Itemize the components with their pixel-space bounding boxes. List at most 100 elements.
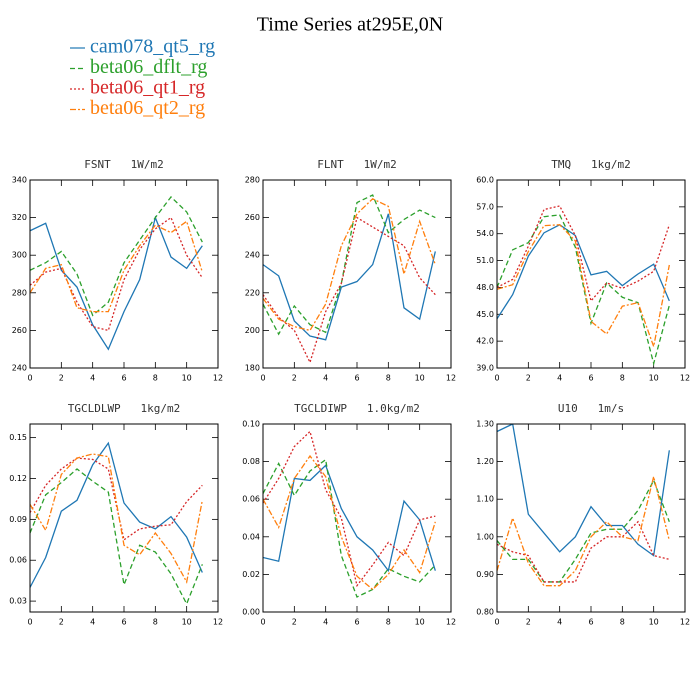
figure-title: Time Series at295E,0N <box>257 14 443 36</box>
y-tick-label: 0.15 <box>9 433 27 442</box>
lines <box>30 441 203 606</box>
series-line <box>263 454 436 591</box>
plot-frame <box>262 179 452 369</box>
y-tick-label: 240 <box>245 251 260 260</box>
y-tick-label: 0.10 <box>242 420 260 429</box>
x-tick-label: 2 <box>292 374 297 383</box>
x-tick-label: 2 <box>59 618 64 627</box>
x-tick-label: 0 <box>27 618 32 627</box>
plot-frame <box>496 423 686 613</box>
x-tick-label: 6 <box>121 374 126 383</box>
y-tick-label: 280 <box>12 288 27 297</box>
x-tick-label: 6 <box>588 618 593 627</box>
plot-frame <box>29 179 219 369</box>
y-tick-label: 280 <box>245 176 260 185</box>
x-tick-label: 6 <box>121 618 126 627</box>
y-tick-label: 0.02 <box>242 570 260 579</box>
panel: U10 1m/s 0.80 0.90 1.00 1.10 1.20 1.30 0 2 4 6 8 10 1… <box>476 402 690 627</box>
y-tick-label: 0.04 <box>242 532 260 541</box>
legend-label: beta06_dflt_rg <box>90 56 207 78</box>
series-line <box>30 441 203 588</box>
x-tick-label: 12 <box>680 374 690 383</box>
x-tick-label: 4 <box>557 374 562 383</box>
lines <box>263 194 436 365</box>
x-tick-label: 6 <box>354 618 359 627</box>
x-tick-label: 10 <box>415 618 425 627</box>
panel: FSNT 1W/m2 240 260 280 300 320 340 0 2 4 6 8 10 12 <box>12 158 223 383</box>
lines <box>497 424 670 587</box>
series-line <box>497 520 670 583</box>
x-tick-label: 0 <box>260 618 265 627</box>
x-tick-label: 10 <box>649 618 659 627</box>
x-tick-label: 2 <box>59 374 64 383</box>
x-tick-label: 0 <box>494 618 499 627</box>
y-tick-label: 0.06 <box>9 556 27 565</box>
y-tick-label: 340 <box>12 176 27 185</box>
series-line <box>30 453 203 584</box>
x-tick-label: 10 <box>182 618 192 627</box>
x-tick-label: 10 <box>415 374 425 383</box>
series-line <box>263 213 436 341</box>
series-line <box>263 216 436 365</box>
y-tick-label: 39.0 <box>476 364 494 373</box>
panel-title: TMQ 1kg/m2 <box>551 158 630 171</box>
panel: TMQ 1kg/m239.042.045.048.051.054.057.060… <box>476 158 690 383</box>
plot-frame <box>262 423 452 613</box>
series-line <box>497 478 670 583</box>
x-tick-label: 4 <box>90 374 95 383</box>
lines <box>497 205 670 367</box>
y-tick-label: 240 <box>12 364 27 373</box>
y-tick-label: 320 <box>12 213 27 222</box>
x-tick-label: 4 <box>323 618 328 627</box>
x-tick-label: 12 <box>213 618 223 627</box>
lines <box>30 195 203 351</box>
x-tick-label: 10 <box>649 374 659 383</box>
y-tick-label: 45.0 <box>476 310 494 319</box>
panel: TGCLDLWP 1kg/m2 0.03 0.06 0.09 0.12 0.15 0 2 4 6 8… <box>9 402 223 627</box>
y-tick-label: 1.20 <box>476 457 494 466</box>
y-tick-label: 0.08 <box>242 457 260 466</box>
series-line <box>263 458 436 598</box>
series-line <box>497 205 670 303</box>
panel-title: FLNT 1W/m2 <box>317 158 396 171</box>
x-tick-label: 4 <box>90 618 95 627</box>
y-tick-label: 180 <box>245 364 260 373</box>
series-line <box>263 430 436 588</box>
y-tick-label: 0.06 <box>242 495 260 504</box>
x-tick-label: 0 <box>494 374 499 383</box>
x-tick-label: 8 <box>386 374 391 383</box>
y-tick-label: 260 <box>12 326 27 335</box>
panel-title: U10 1m/s <box>558 402 624 415</box>
y-tick-label: 200 <box>245 326 260 335</box>
panel-title: TGCLDLWP 1kg/m2 <box>68 402 181 415</box>
x-tick-label: 10 <box>182 374 192 383</box>
y-tick-label: 0.09 <box>9 515 27 524</box>
series-line <box>497 224 670 320</box>
x-tick-label: 6 <box>354 374 359 383</box>
y-tick-label: 0.12 <box>9 474 27 483</box>
x-tick-label: 4 <box>323 374 328 383</box>
series-line <box>263 198 436 332</box>
x-tick-label: 2 <box>526 374 531 383</box>
x-tick-label: 4 <box>557 618 562 627</box>
series-line <box>30 215 203 351</box>
panel-title: TGCLDIWP 1.0kg/m2 <box>294 402 420 415</box>
lines <box>263 430 436 598</box>
y-tick-label: 1.00 <box>476 532 494 541</box>
y-tick-label: 0.90 <box>476 570 494 579</box>
series-line <box>30 216 203 332</box>
series-line <box>497 424 670 557</box>
x-tick-label: 12 <box>446 374 456 383</box>
x-tick-label: 12 <box>213 374 223 383</box>
series-line <box>30 468 203 606</box>
series-line <box>30 195 203 317</box>
plot-frame <box>29 423 219 613</box>
y-tick-label: 42.0 <box>476 337 494 346</box>
series-line <box>497 214 670 367</box>
series-line <box>263 194 436 336</box>
plot-frame <box>496 179 686 369</box>
legend-label: cam078_qt5_rg <box>90 36 215 58</box>
series-line <box>497 476 670 587</box>
x-tick-label: 8 <box>620 618 625 627</box>
